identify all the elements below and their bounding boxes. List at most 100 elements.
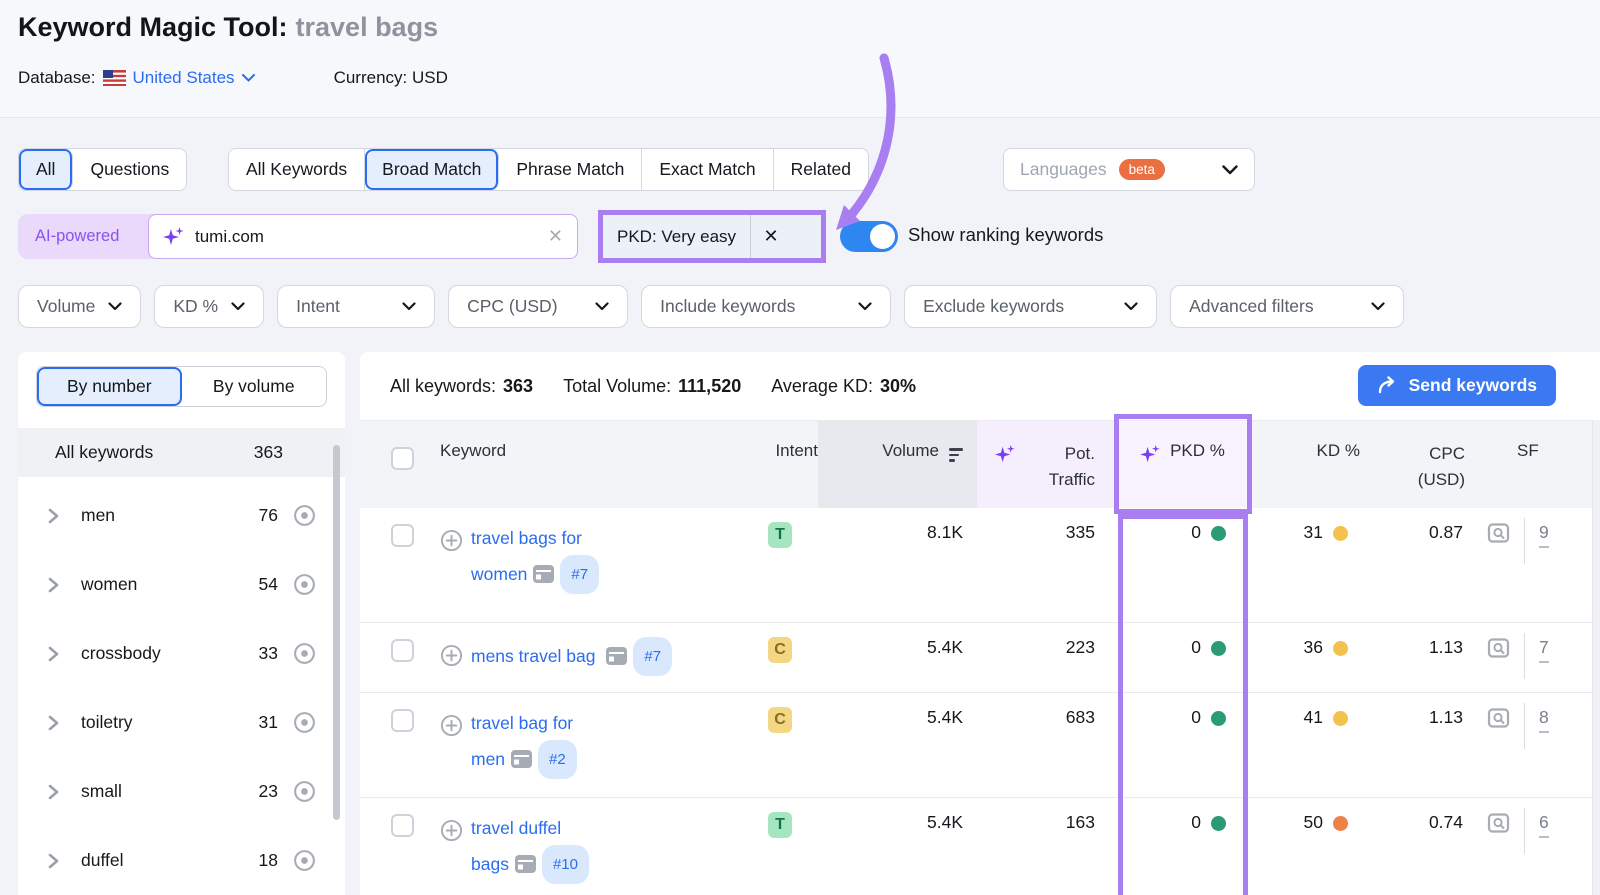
chevron-right-icon (48, 508, 59, 524)
database-value: United States (132, 68, 235, 87)
serp-window-icon[interactable] (514, 851, 536, 884)
all-keywords-label: All keywords (55, 442, 154, 462)
serp-preview-icon[interactable] (1487, 812, 1510, 839)
tab-by-volume[interactable]: By volume (212, 376, 295, 396)
tab-questions[interactable]: Questions (73, 149, 187, 190)
serp-preview-icon[interactable] (1487, 522, 1510, 549)
col-sf[interactable]: SF (1517, 441, 1539, 460)
volume-value: 5.4K (927, 812, 963, 832)
pkd-value: 0 (1191, 812, 1201, 832)
page-scrollbar[interactable] (1592, 420, 1600, 895)
eye-icon[interactable] (292, 572, 317, 597)
sidebar-item-small[interactable]: small 23 (18, 757, 345, 826)
row-checkbox[interactable] (391, 639, 414, 662)
chip-divider (750, 215, 752, 258)
col-pot-traffic[interactable]: Pot. Traffic (977, 421, 1115, 508)
tab-broad-match[interactable]: Broad Match (365, 149, 500, 190)
col-keyword[interactable]: Keyword (440, 441, 507, 460)
add-keyword-icon[interactable] (440, 819, 463, 895)
keyword-link[interactable]: bags (471, 854, 509, 874)
keyword-link[interactable]: mens travel bag (471, 646, 596, 666)
sort-desc-icon (949, 448, 963, 508)
tab-all[interactable]: All (19, 149, 74, 190)
eye-icon[interactable] (292, 503, 317, 528)
row-checkbox[interactable] (391, 709, 414, 732)
page-title-main: Keyword Magic Tool: (18, 12, 288, 42)
sidebar-item-men[interactable]: men 76 (18, 481, 345, 550)
search-input[interactable]: tumi.com ✕ (148, 214, 578, 259)
divider (1524, 808, 1525, 854)
serp-window-icon[interactable] (606, 643, 628, 676)
page-title-keyword: travel bags (295, 12, 439, 42)
eye-icon[interactable] (292, 848, 317, 873)
chevron-right-icon (48, 715, 59, 731)
eye-icon[interactable] (292, 710, 317, 735)
serp-window-icon[interactable] (511, 746, 533, 779)
sidebar-item-toiletry[interactable]: toiletry 31 (18, 688, 345, 757)
col-cpc[interactable]: CPC (USD) (1417, 444, 1465, 489)
send-arrow-icon (1378, 376, 1394, 394)
kd-value: 50 (1303, 812, 1323, 832)
intent-filter[interactable]: Intent (277, 285, 436, 328)
exclude-keywords-filter[interactable]: Exclude keywords (904, 285, 1158, 328)
keyword-link[interactable]: travel duffel (471, 818, 562, 838)
table-stats-bar: All keywords: 363 Total Volume: 111,520 Av… (360, 352, 1600, 420)
tab-by-number[interactable]: By number (37, 367, 182, 406)
col-kd[interactable]: KD % (1316, 441, 1360, 460)
keyword-link[interactable]: men (471, 749, 506, 769)
serp-preview-icon[interactable] (1487, 707, 1510, 734)
kd-filter[interactable]: KD % (154, 285, 265, 328)
remove-pkd-filter-icon[interactable]: ✕ (763, 226, 779, 246)
tab-related[interactable]: Related (773, 149, 868, 190)
show-ranking-keywords-toggle[interactable] (840, 221, 898, 252)
row-checkbox[interactable] (391, 814, 414, 837)
sidebar-scrollbar[interactable] (333, 445, 340, 820)
keyword-link[interactable]: women (471, 564, 528, 584)
add-keyword-icon[interactable] (440, 644, 463, 692)
sidebar-item-women[interactable]: women 54 (18, 550, 345, 619)
intent-badge: C (768, 707, 792, 733)
keyword-link[interactable]: travel bag for (471, 713, 574, 733)
sidebar-item-duffel[interactable]: duffel 18 (18, 826, 345, 895)
clear-search-icon[interactable]: ✕ (547, 226, 563, 246)
sf-count[interactable]: 7 (1539, 637, 1549, 663)
pkd-dot (1211, 816, 1226, 831)
keyword-group-list: men 76 women 54 crossbody 33 toiletry 31… (18, 481, 345, 895)
total-volume-stat-label: Total Volume: (563, 375, 672, 396)
app-header: Keyword Magic Tool: travel bags Database:… (0, 0, 1600, 118)
database-label: Database: (18, 68, 96, 87)
col-volume[interactable]: Volume (818, 421, 977, 508)
add-keyword-icon[interactable] (440, 529, 463, 622)
serp-preview-icon[interactable] (1487, 637, 1510, 664)
sf-count[interactable]: 6 (1539, 812, 1549, 838)
add-keyword-icon[interactable] (440, 714, 463, 797)
tab-all-keywords[interactable]: All Keywords (229, 149, 366, 190)
sf-count[interactable]: 9 (1539, 522, 1549, 548)
sidebar-all-keywords-row[interactable]: All keywords 363 (18, 428, 345, 477)
select-all-checkbox[interactable] (391, 447, 414, 470)
sidebar-item-crossbody[interactable]: crossbody 33 (18, 619, 345, 688)
languages-dropdown[interactable]: Languages beta (1003, 148, 1255, 191)
kd-dot (1333, 711, 1348, 726)
cpc-filter[interactable]: CPC (USD) (448, 285, 629, 328)
col-pkd[interactable]: PKD % (1115, 421, 1250, 508)
eye-icon[interactable] (292, 641, 317, 666)
eye-icon[interactable] (292, 779, 317, 804)
sf-count[interactable]: 8 (1539, 707, 1549, 733)
pot-traffic-value: 163 (1065, 812, 1095, 832)
tab-phrase-match[interactable]: Phrase Match (499, 149, 643, 190)
include-keywords-filter[interactable]: Include keywords (641, 285, 892, 328)
chevron-right-icon (48, 577, 59, 593)
kd-dot (1333, 816, 1348, 831)
serp-window-icon[interactable] (533, 561, 555, 594)
divider (1524, 518, 1525, 564)
tab-exact-match[interactable]: Exact Match (642, 149, 774, 190)
volume-filter[interactable]: Volume (18, 285, 142, 328)
database-selector[interactable]: United States (102, 68, 255, 88)
col-intent[interactable]: Intent (775, 441, 818, 460)
row-checkbox[interactable] (391, 524, 414, 547)
sparkles-icon (163, 226, 184, 245)
send-keywords-button[interactable]: Send keywords (1357, 365, 1556, 406)
keyword-link[interactable]: travel bags for (471, 528, 582, 548)
advanced-filters[interactable]: Advanced filters (1170, 285, 1405, 328)
